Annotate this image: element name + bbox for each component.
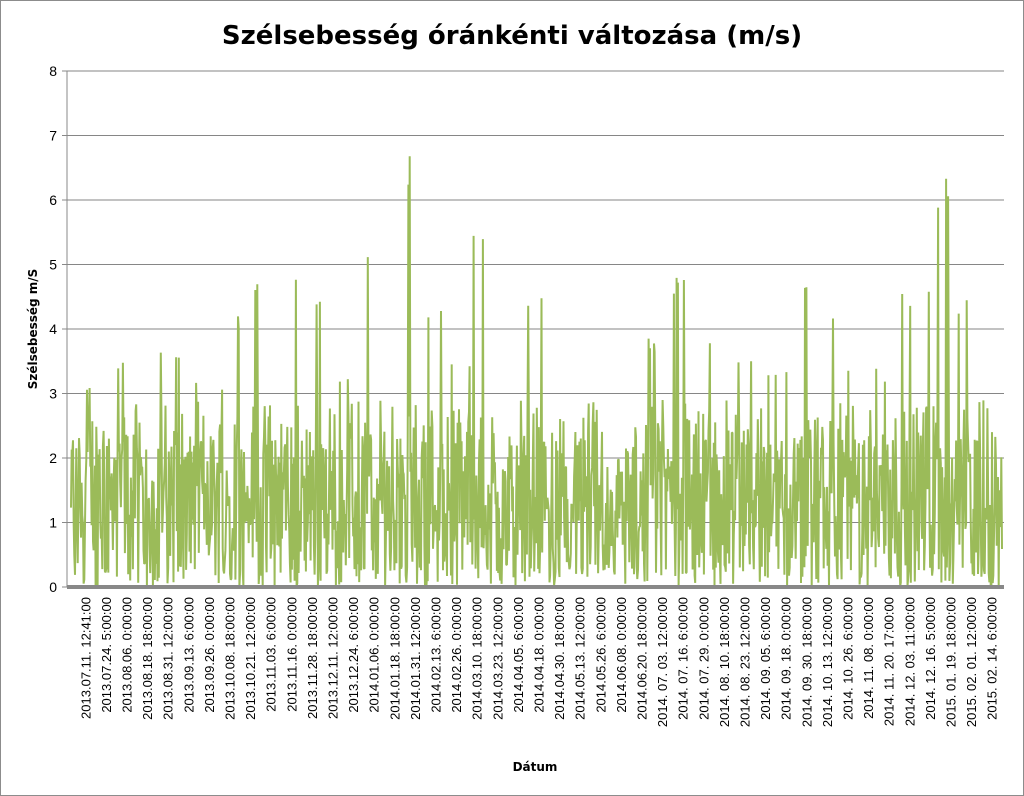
x-tick-label: 2014. 07. 16. 6:00:00 xyxy=(676,597,691,720)
y-tick-label: 3 xyxy=(49,386,57,402)
x-tick-label: 2015. 02. 01. 12:00:00 xyxy=(964,597,979,727)
x-tick-label: 2013.07.24. 5:00:00 xyxy=(99,597,114,713)
x-tick-label: 2014.01.18. 18:00:00 xyxy=(387,597,402,720)
y-tick-label: 8 xyxy=(49,63,57,79)
x-tick-label: 2013.12.24. 6:00:00 xyxy=(346,597,361,713)
x-axis-title: Dátum xyxy=(513,760,558,774)
x-tick-label: 2014. 09. 30. 18:00:00 xyxy=(799,597,814,727)
x-tick-label: 2013.11.16. 0:00:00 xyxy=(284,597,299,712)
x-tick-label: 2013.09.26. 0:00:00 xyxy=(202,597,217,713)
x-tick-label: 2015. 02. 14. 6:00:00 xyxy=(985,597,1000,720)
x-tick-label: 2013.08.31. 12:00:00 xyxy=(161,597,176,720)
x-tick-label: 2013.11.03. 6:00:00 xyxy=(264,597,279,712)
y-tick-label: 2 xyxy=(49,450,57,466)
x-tick-label: 2013.10.21. 12:00:00 xyxy=(243,597,258,720)
x-tick-label: 2014. 10. 13. 12:00:00 xyxy=(820,597,835,727)
x-tick-label: 2014. 08. 23. 12:00:00 xyxy=(738,597,753,727)
y-tick-label: 0 xyxy=(49,579,57,595)
x-tick-label: 2014.03.10. 18:00:00 xyxy=(470,597,485,720)
x-tick-label: 2014. 09. 05. 6:00:00 xyxy=(758,597,773,720)
x-tick-label: 2014.03.23. 12:00:00 xyxy=(490,597,505,720)
x-tick-label: 2013.11.28. 18:00:00 xyxy=(305,597,320,719)
x-tick-label: 2014. 11. 20. 17:00:00 xyxy=(882,597,897,726)
y-tick-label: 7 xyxy=(49,128,57,144)
y-tick-label: 1 xyxy=(49,515,57,531)
x-tick-label: 2013.08.06. 0:00:00 xyxy=(120,597,135,713)
x-tick-label: 2014.05.26. 6:00:00 xyxy=(593,597,608,713)
x-tick-label: 2014. 11. 08. 0:00:00 xyxy=(861,597,876,719)
wind-speed-series xyxy=(70,156,1003,588)
x-tick-label: 2014. 07. 03. 12:00:00 xyxy=(655,597,670,727)
x-tick-label: 2014.01.31. 12:00:00 xyxy=(408,597,423,720)
series-line xyxy=(70,156,1003,588)
x-tick-label: 2014. 10. 26. 6:00:00 xyxy=(841,597,856,720)
x-tick-label: 2013.07.11. 12:41:00 xyxy=(78,597,93,719)
x-tick-label: 2014.04.18. 0:00:00 xyxy=(532,597,547,713)
y-tick-label: 5 xyxy=(49,257,57,273)
x-tick-label: 2014.01.06. 0:00:00 xyxy=(367,597,382,713)
x-tick-label: 2014. 12. 03. 11:00:00 xyxy=(902,597,917,726)
x-tick-label: 2013.10.08. 18:00:00 xyxy=(223,597,238,720)
y-tick-label: 4 xyxy=(49,321,57,337)
chart-title: Szélsebesség óránkénti változása (m/s) xyxy=(222,21,802,51)
x-axis-ticks: 2013.07.11. 12:41:00 2013.07.24. 5:00:00 2… xyxy=(78,597,999,727)
y-axis-title: Szélsebesség m/S xyxy=(26,269,40,390)
x-tick-label: 2013.09.13. 6:00:00 xyxy=(181,597,196,713)
x-tick-label: 2015. 01. 19. 18:00:00 xyxy=(944,597,959,727)
x-tick-label: 2014. 08. 10. 18:00:00 xyxy=(717,597,732,727)
x-tick-label: 2014.06.08. 0:00:00 xyxy=(614,597,629,713)
x-tick-label: 2014.05.13. 12:00:00 xyxy=(573,597,588,720)
x-tick-label: 2014. 09. 18. 0:00:00 xyxy=(779,597,794,720)
y-tick-label: 6 xyxy=(49,192,57,208)
x-tick-label: 2013.12.11. 12:00:00 xyxy=(326,597,341,719)
y-axis-ticks: 0 1 2 3 4 5 6 7 8 xyxy=(49,63,67,595)
x-tick-label: 2014. 07. 29. 0:00:00 xyxy=(696,597,711,720)
x-tick-label: 2014.04.30. 18:00:00 xyxy=(552,597,567,720)
x-tick-label: 2014. 12. 16. 5:00:00 xyxy=(923,597,938,720)
x-tick-label: 2014.02.26. 0:00:00 xyxy=(449,597,464,713)
x-tick-label: 2014.02.13. 6:00:00 xyxy=(429,597,444,713)
x-tick-label: 2014.06.20. 18:00:00 xyxy=(635,597,650,720)
x-tick-label: 2013.08.18. 18:00:00 xyxy=(140,597,155,720)
x-tick-label: 2014.04.05. 6:00:00 xyxy=(511,597,526,713)
